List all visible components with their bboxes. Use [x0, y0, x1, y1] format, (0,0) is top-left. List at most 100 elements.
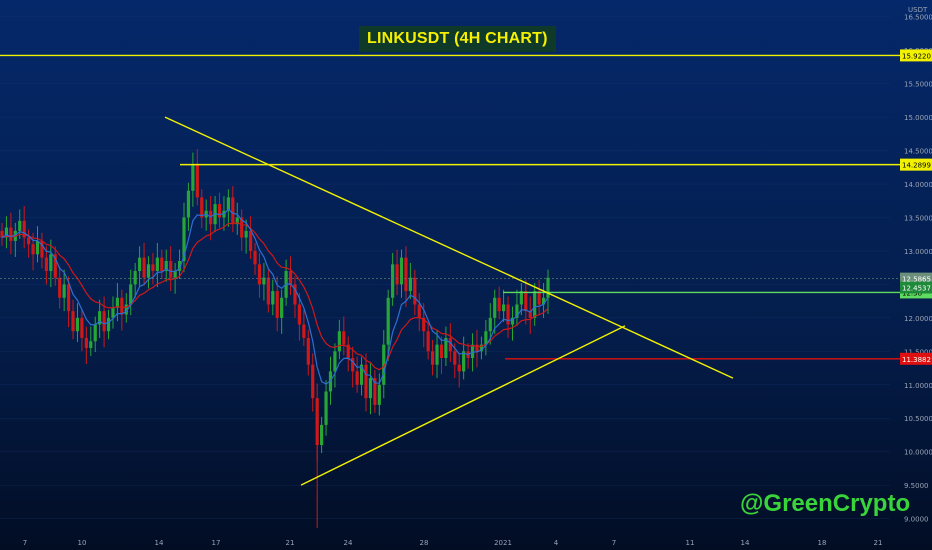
price-tag [900, 352, 932, 365]
y-axis-tick-label: 15.0000 [904, 114, 932, 122]
candle-body [355, 371, 359, 385]
candle-body [75, 317, 80, 332]
candle-body [84, 337, 88, 348]
y-axis-tick-label: 16.5000 [904, 14, 932, 22]
candle-body [4, 227, 9, 238]
candle-body [191, 163, 195, 191]
candle-body [546, 277, 550, 298]
candle-body [93, 324, 97, 342]
candle-body [377, 384, 381, 405]
candle-body [115, 297, 120, 308]
candle-body [320, 424, 324, 446]
candle-body [27, 237, 31, 245]
candle-body [510, 317, 515, 325]
candle-body [271, 291, 275, 305]
candle-body [515, 304, 519, 318]
candle-body [435, 344, 439, 365]
candle-body [311, 364, 315, 399]
y-axis-tick-label: 11.5000 [904, 348, 932, 356]
candle-body [297, 304, 302, 325]
candle-body [231, 197, 235, 225]
candle-body [142, 257, 146, 278]
candle-body [359, 364, 364, 385]
candle-body [102, 311, 106, 332]
price-tag [900, 281, 932, 294]
candle-body [138, 257, 142, 272]
ema-line-blue [1, 208, 549, 385]
x-axis-tick-label: 11 [686, 539, 695, 547]
candle-body [98, 311, 102, 325]
candle-body [244, 230, 248, 238]
candle-body [120, 297, 124, 315]
x-axis-tick-label: 24 [344, 539, 353, 547]
candle-body [40, 240, 44, 258]
y-axis-tick-label: 12.0000 [904, 315, 932, 323]
candle-body [293, 284, 297, 305]
x-axis-tick-label: 21 [286, 539, 295, 547]
y-axis-tick-label: 9.5000 [904, 482, 929, 490]
y-axis-tick-label: 10.0000 [904, 449, 932, 457]
candle-body [226, 197, 230, 211]
candle-body [364, 364, 368, 399]
candle-body [470, 344, 475, 359]
candle-body [133, 271, 137, 285]
candle-body [89, 341, 93, 348]
candle-body [266, 277, 270, 305]
candle-body [80, 317, 84, 338]
candle-body [324, 391, 328, 425]
candle-body [62, 284, 66, 298]
descending-trendline [164, 116, 734, 379]
x-axis-tick-label: 4 [554, 539, 559, 547]
candle-body [533, 291, 537, 318]
candle-body [248, 230, 253, 251]
candle-body [342, 331, 346, 345]
candle-body [351, 358, 355, 372]
candle-body [44, 257, 48, 272]
candle-body [315, 398, 319, 446]
candle-body [493, 297, 497, 318]
candle-body [71, 311, 75, 332]
watermark-text: @GreenCrypto [740, 490, 911, 517]
ema-line-red [1, 222, 549, 371]
candle-body [368, 378, 373, 399]
candle-body [502, 304, 506, 312]
candle-body [22, 220, 26, 238]
candle-body [422, 317, 426, 332]
candle-body [124, 304, 128, 315]
y-axis-currency: USDT [908, 6, 928, 14]
candle-body [257, 264, 262, 285]
candle-body [235, 217, 239, 225]
y-axis-tick-label: 13.0000 [904, 248, 932, 256]
candle-body [430, 351, 435, 365]
y-axis-tick-label: 14.5000 [904, 148, 932, 156]
candle-body [182, 217, 186, 261]
candle-body [426, 331, 430, 352]
candle-body [280, 297, 284, 318]
candle-body [524, 291, 528, 312]
candle-body [53, 254, 57, 278]
candle-body [479, 344, 484, 352]
candle-body [333, 351, 337, 372]
x-axis-tick-label: 18 [818, 539, 827, 547]
x-axis-tick-label: 28 [420, 539, 429, 547]
candle-body [306, 337, 310, 365]
candle-body [217, 204, 222, 218]
candle-body [537, 291, 541, 305]
candle-body [275, 291, 279, 318]
candle-body [302, 324, 306, 338]
candle-body [453, 351, 457, 365]
candle-body [448, 337, 452, 352]
price-tag-label: 11.3882 [902, 356, 931, 364]
x-axis-tick-label: 7 [23, 539, 27, 547]
candle-body [386, 297, 390, 345]
x-axis-tick-label: 2021 [494, 539, 512, 547]
candle-body [186, 190, 191, 218]
candle-body [151, 264, 155, 272]
candle-body [49, 254, 53, 272]
candle-body [173, 271, 177, 278]
y-axis-tick-label: 10.5000 [904, 415, 932, 423]
candle-body [58, 277, 62, 298]
candle-body [346, 344, 350, 359]
ascending-trendline [300, 325, 626, 486]
